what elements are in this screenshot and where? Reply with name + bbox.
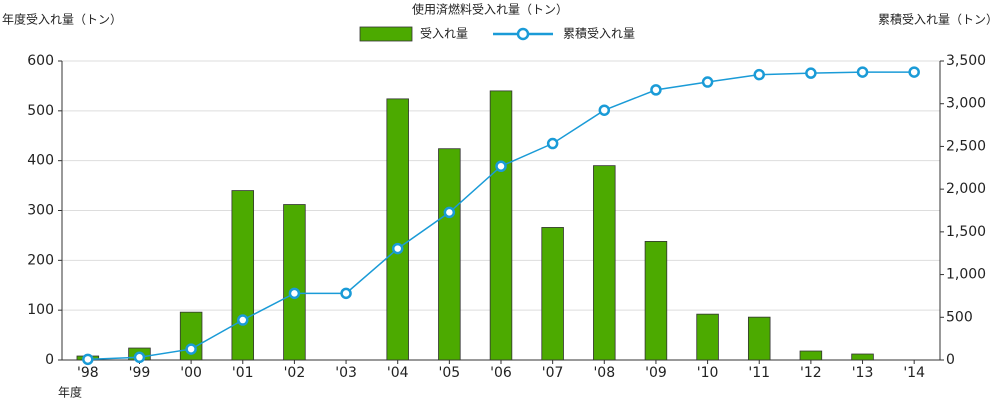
line-marker: [82, 353, 94, 366]
y2-tick-label: 3,000: [946, 96, 986, 112]
bar: [644, 240, 668, 361]
bar: [747, 316, 771, 361]
line-marker: [598, 104, 611, 116]
y2-tick-label: 2,500: [946, 138, 986, 154]
x-tick-label: '07: [542, 365, 564, 381]
y2-tick-label: 3,500: [946, 53, 986, 69]
line-marker: [701, 76, 714, 88]
x-tick-label: '98: [77, 365, 99, 381]
x-tick-label: '00: [180, 365, 202, 381]
line-marker: [391, 242, 404, 255]
x-axis-label: 年度: [58, 385, 82, 400]
y2-tick-label: 0: [946, 352, 955, 368]
x-tick-label: '99: [129, 365, 151, 381]
line-marker: [650, 84, 662, 96]
y-tick-label: 300: [27, 203, 54, 219]
line-marker: [443, 206, 456, 219]
bar: [541, 227, 564, 361]
y-tick-label: 0: [45, 352, 54, 368]
bar: [851, 353, 874, 361]
y-axis-label: 年度受入れ量（トン）: [2, 12, 122, 27]
x-tick-label: '11: [748, 365, 770, 381]
line-marker: [185, 343, 197, 355]
line-marker: [237, 314, 249, 326]
x-tick-label: '05: [439, 365, 461, 381]
bar: [799, 350, 823, 361]
x-tick-label: '10: [697, 365, 719, 381]
y-tick-label: 400: [27, 153, 54, 169]
x-tick-label: '08: [593, 365, 615, 381]
x-tick-label: '03: [335, 365, 357, 381]
y2-axis-label: 累積受入れ量（トン）: [878, 12, 998, 27]
line-marker: [495, 160, 507, 172]
y-tick-label: 600: [27, 53, 54, 69]
legend-label: 累積受入れ量: [563, 26, 635, 41]
bar: [283, 204, 306, 361]
y2-tick-label: 500: [946, 309, 973, 325]
x-tick-label: '12: [800, 365, 822, 381]
x-tick-label: '01: [232, 365, 254, 381]
bar: [386, 98, 409, 361]
y2-tick-label: 1,000: [946, 267, 986, 283]
x-tick-label: '14: [903, 365, 925, 381]
legend-swatch: [516, 27, 530, 41]
y2-tick-label: 1,500: [946, 224, 986, 240]
bar: [696, 313, 719, 361]
line-marker: [908, 66, 920, 78]
legend-label: 受入れ量: [420, 27, 468, 41]
line-marker: [288, 287, 301, 300]
y-tick-label: 100: [27, 302, 54, 318]
x-tick-label: '06: [490, 365, 512, 381]
legend-swatch: [359, 26, 413, 42]
line-marker: [340, 287, 352, 300]
bar: [593, 165, 616, 361]
line-marker: [805, 67, 817, 79]
bar: [489, 90, 513, 361]
x-tick-label: '04: [387, 365, 409, 381]
y2-tick-label: 2,000: [946, 181, 986, 197]
line-marker: [856, 66, 869, 78]
x-tick-label: '13: [852, 365, 874, 381]
bar: [231, 190, 255, 361]
bar: [438, 148, 461, 361]
line-marker: [753, 68, 765, 81]
x-tick-label: '09: [645, 365, 667, 381]
x-tick-label: '02: [284, 365, 306, 381]
y-tick-label: 200: [27, 252, 54, 268]
line-marker: [133, 351, 146, 364]
line-marker: [546, 137, 559, 150]
y-tick-label: 500: [27, 103, 54, 119]
chart-title: 使用済燃料受入れ量（トン）: [412, 2, 568, 17]
